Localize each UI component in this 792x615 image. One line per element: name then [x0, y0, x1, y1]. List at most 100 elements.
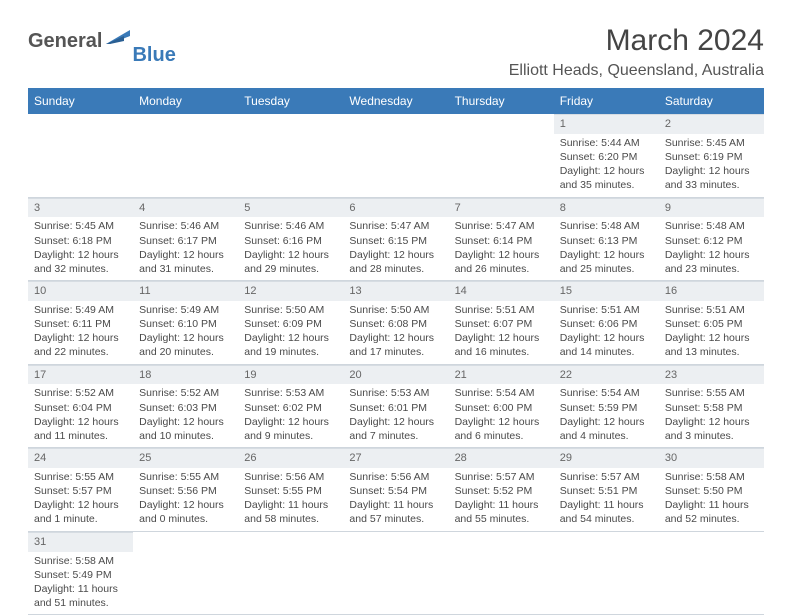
day-number: 28	[449, 448, 554, 468]
day-body: Sunrise: 5:53 AMSunset: 6:01 PMDaylight:…	[343, 384, 448, 447]
sunset-line: Sunset: 6:09 PM	[244, 317, 337, 331]
daylight-line: Daylight: 12 hours and 11 minutes.	[34, 415, 127, 443]
daylight-line: Daylight: 12 hours and 13 minutes.	[665, 331, 758, 359]
day-number: 21	[449, 365, 554, 385]
location-label: Elliott Heads, Queensland, Australia	[509, 62, 764, 80]
calendar-cell: 29Sunrise: 5:57 AMSunset: 5:51 PMDayligh…	[554, 448, 659, 532]
calendar-cell	[28, 114, 133, 197]
calendar-cell: 3Sunrise: 5:45 AMSunset: 6:18 PMDaylight…	[28, 197, 133, 281]
sunrise-line: Sunrise: 5:48 AM	[560, 219, 653, 233]
weekday-header: Thursday	[449, 88, 554, 114]
sunrise-line: Sunrise: 5:46 AM	[244, 219, 337, 233]
day-body: Sunrise: 5:45 AMSunset: 6:18 PMDaylight:…	[28, 217, 133, 280]
day-number: 1	[554, 114, 659, 134]
sunrise-line: Sunrise: 5:58 AM	[665, 470, 758, 484]
day-number: 16	[659, 281, 764, 301]
sunset-line: Sunset: 5:52 PM	[455, 484, 548, 498]
sunrise-line: Sunrise: 5:51 AM	[560, 303, 653, 317]
daylight-line: Daylight: 12 hours and 28 minutes.	[349, 248, 442, 276]
sunset-line: Sunset: 5:55 PM	[244, 484, 337, 498]
weekday-header-row: SundayMondayTuesdayWednesdayThursdayFrid…	[28, 88, 764, 114]
sunrise-line: Sunrise: 5:45 AM	[34, 219, 127, 233]
calendar-cell: 28Sunrise: 5:57 AMSunset: 5:52 PMDayligh…	[449, 448, 554, 532]
calendar-cell	[133, 114, 238, 197]
sunset-line: Sunset: 5:59 PM	[560, 401, 653, 415]
sunset-line: Sunset: 6:06 PM	[560, 317, 653, 331]
day-number: 26	[238, 448, 343, 468]
sunrise-line: Sunrise: 5:54 AM	[560, 386, 653, 400]
day-body: Sunrise: 5:56 AMSunset: 5:55 PMDaylight:…	[238, 468, 343, 531]
sunset-line: Sunset: 6:18 PM	[34, 234, 127, 248]
weekday-header: Wednesday	[343, 88, 448, 114]
sunset-line: Sunset: 5:49 PM	[34, 568, 127, 582]
calendar-cell: 20Sunrise: 5:53 AMSunset: 6:01 PMDayligh…	[343, 364, 448, 448]
day-body: Sunrise: 5:53 AMSunset: 6:02 PMDaylight:…	[238, 384, 343, 447]
title-block: March 2024 Elliott Heads, Queensland, Au…	[509, 24, 764, 80]
daylight-line: Daylight: 12 hours and 1 minute.	[34, 498, 127, 526]
calendar-row: 3Sunrise: 5:45 AMSunset: 6:18 PMDaylight…	[28, 197, 764, 281]
day-number: 22	[554, 365, 659, 385]
calendar-cell	[133, 531, 238, 615]
sunrise-line: Sunrise: 5:47 AM	[455, 219, 548, 233]
sunrise-line: Sunrise: 5:50 AM	[244, 303, 337, 317]
day-body: Sunrise: 5:45 AMSunset: 6:19 PMDaylight:…	[659, 134, 764, 197]
daylight-line: Daylight: 11 hours and 57 minutes.	[349, 498, 442, 526]
sunrise-line: Sunrise: 5:53 AM	[349, 386, 442, 400]
sunrise-line: Sunrise: 5:49 AM	[139, 303, 232, 317]
day-body: Sunrise: 5:55 AMSunset: 5:57 PMDaylight:…	[28, 468, 133, 531]
daylight-line: Daylight: 12 hours and 31 minutes.	[139, 248, 232, 276]
sunrise-line: Sunrise: 5:50 AM	[349, 303, 442, 317]
day-number: 12	[238, 281, 343, 301]
weekday-header: Tuesday	[238, 88, 343, 114]
calendar-cell: 18Sunrise: 5:52 AMSunset: 6:03 PMDayligh…	[133, 364, 238, 448]
day-body: Sunrise: 5:47 AMSunset: 6:15 PMDaylight:…	[343, 217, 448, 280]
calendar-row: 24Sunrise: 5:55 AMSunset: 5:57 PMDayligh…	[28, 448, 764, 532]
sunrise-line: Sunrise: 5:52 AM	[139, 386, 232, 400]
daylight-line: Daylight: 12 hours and 25 minutes.	[560, 248, 653, 276]
sunrise-line: Sunrise: 5:48 AM	[665, 219, 758, 233]
day-number: 2	[659, 114, 764, 134]
day-body: Sunrise: 5:44 AMSunset: 6:20 PMDaylight:…	[554, 134, 659, 197]
calendar-body: 1Sunrise: 5:44 AMSunset: 6:20 PMDaylight…	[28, 114, 764, 615]
day-number: 13	[343, 281, 448, 301]
day-number: 29	[554, 448, 659, 468]
day-number: 18	[133, 365, 238, 385]
day-body: Sunrise: 5:49 AMSunset: 6:10 PMDaylight:…	[133, 301, 238, 364]
day-number: 3	[28, 198, 133, 218]
daylight-line: Daylight: 11 hours and 52 minutes.	[665, 498, 758, 526]
calendar-table: SundayMondayTuesdayWednesdayThursdayFrid…	[28, 88, 764, 615]
sunset-line: Sunset: 6:10 PM	[139, 317, 232, 331]
day-number: 20	[343, 365, 448, 385]
sunset-line: Sunset: 6:15 PM	[349, 234, 442, 248]
sunrise-line: Sunrise: 5:52 AM	[34, 386, 127, 400]
day-body: Sunrise: 5:58 AMSunset: 5:50 PMDaylight:…	[659, 468, 764, 531]
day-body: Sunrise: 5:46 AMSunset: 6:16 PMDaylight:…	[238, 217, 343, 280]
day-number: 17	[28, 365, 133, 385]
sunset-line: Sunset: 5:57 PM	[34, 484, 127, 498]
calendar-cell: 25Sunrise: 5:55 AMSunset: 5:56 PMDayligh…	[133, 448, 238, 532]
day-number: 24	[28, 448, 133, 468]
day-body: Sunrise: 5:52 AMSunset: 6:03 PMDaylight:…	[133, 384, 238, 447]
daylight-line: Daylight: 12 hours and 19 minutes.	[244, 331, 337, 359]
day-body: Sunrise: 5:47 AMSunset: 6:14 PMDaylight:…	[449, 217, 554, 280]
day-number: 8	[554, 198, 659, 218]
logo-text-general: General	[28, 30, 102, 53]
day-body: Sunrise: 5:50 AMSunset: 6:09 PMDaylight:…	[238, 301, 343, 364]
day-number: 7	[449, 198, 554, 218]
day-number: 23	[659, 365, 764, 385]
daylight-line: Daylight: 12 hours and 0 minutes.	[139, 498, 232, 526]
sunrise-line: Sunrise: 5:56 AM	[244, 470, 337, 484]
calendar-cell: 31Sunrise: 5:58 AMSunset: 5:49 PMDayligh…	[28, 531, 133, 615]
day-number: 25	[133, 448, 238, 468]
calendar-cell: 4Sunrise: 5:46 AMSunset: 6:17 PMDaylight…	[133, 197, 238, 281]
day-number: 4	[133, 198, 238, 218]
calendar-cell	[449, 531, 554, 615]
calendar-row: 17Sunrise: 5:52 AMSunset: 6:04 PMDayligh…	[28, 364, 764, 448]
sunrise-line: Sunrise: 5:47 AM	[349, 219, 442, 233]
logo-text-blue: Blue	[132, 44, 175, 67]
sunset-line: Sunset: 5:58 PM	[665, 401, 758, 415]
day-number: 15	[554, 281, 659, 301]
day-body: Sunrise: 5:55 AMSunset: 5:58 PMDaylight:…	[659, 384, 764, 447]
day-body: Sunrise: 5:46 AMSunset: 6:17 PMDaylight:…	[133, 217, 238, 280]
weekday-header: Monday	[133, 88, 238, 114]
